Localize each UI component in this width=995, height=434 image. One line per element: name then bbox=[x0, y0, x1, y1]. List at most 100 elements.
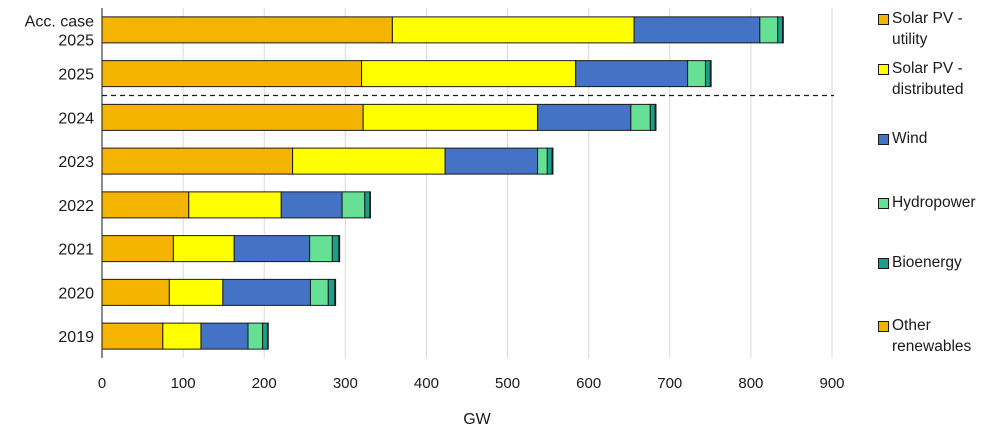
y-category-label-line: 2020 bbox=[58, 285, 94, 302]
y-category-label-line: 2023 bbox=[58, 154, 94, 171]
bar-segment bbox=[364, 191, 371, 219]
bar-segment bbox=[341, 191, 366, 219]
bar-segment bbox=[101, 60, 363, 88]
y-category-label: 2019 bbox=[58, 329, 94, 346]
legend-label: Solar PV - distributed bbox=[892, 58, 964, 100]
legend-label-line: Wind bbox=[892, 130, 928, 147]
bar-segment bbox=[327, 278, 336, 306]
bar-segment bbox=[649, 103, 656, 131]
legend-item: Hydropower bbox=[878, 192, 995, 213]
bar-segment bbox=[537, 147, 548, 175]
legend-swatch bbox=[878, 258, 889, 269]
legend-label-line: distributed bbox=[892, 81, 964, 98]
y-category-label: 2022 bbox=[58, 198, 94, 215]
bar-segment bbox=[101, 147, 294, 175]
bar-segment bbox=[101, 278, 170, 306]
bar-segment bbox=[334, 278, 337, 306]
bar-segment bbox=[222, 278, 311, 306]
legend-label-line: Other bbox=[892, 317, 931, 334]
bar-segment bbox=[188, 191, 282, 219]
bar-segment bbox=[575, 60, 689, 88]
legend-label-line: utility bbox=[892, 31, 928, 48]
bar-segment bbox=[362, 103, 539, 131]
legend-label: Bioenergy bbox=[892, 252, 962, 273]
legend-item: Other renewables bbox=[878, 315, 995, 357]
y-category-label-line: 2019 bbox=[58, 329, 94, 346]
x-tick-label: 0 bbox=[98, 375, 106, 392]
legend-item: Wind bbox=[878, 128, 995, 149]
bar-segment bbox=[172, 235, 235, 263]
bar-segment bbox=[262, 322, 268, 350]
bar-segment bbox=[168, 278, 224, 306]
y-category-label-line: 2022 bbox=[58, 198, 94, 215]
x-tick-label: 100 bbox=[171, 375, 196, 392]
legend-swatch bbox=[878, 321, 889, 332]
y-category-label-line: 2024 bbox=[58, 110, 94, 127]
bar-segment bbox=[280, 191, 343, 219]
legend-label: Solar PV - utility bbox=[892, 8, 963, 50]
bar-segment bbox=[331, 235, 340, 263]
x-tick-label: 600 bbox=[576, 375, 601, 392]
bar-segment bbox=[687, 60, 706, 88]
x-tick-label: 500 bbox=[495, 375, 520, 392]
y-category-label: 2021 bbox=[58, 242, 94, 259]
bar-segment bbox=[200, 322, 249, 350]
bar-segment bbox=[630, 103, 651, 131]
x-tick-label: 800 bbox=[738, 375, 763, 392]
bar-segment bbox=[101, 16, 393, 44]
bar-segment bbox=[709, 60, 712, 88]
axes: 0 100 200 300 400 500 600 700 800 900 Acc. case 202… bbox=[25, 8, 845, 392]
bar-segment bbox=[361, 60, 577, 88]
y-category-label-line: 2021 bbox=[58, 242, 94, 259]
bar-segment bbox=[309, 235, 333, 263]
legend: Solar PV - utility Solar PV - distributed Wi… bbox=[878, 0, 995, 434]
bar-segment bbox=[633, 16, 761, 44]
bar-segment bbox=[309, 278, 329, 306]
bar-segment bbox=[704, 60, 711, 88]
y-category-label: 2025 bbox=[58, 67, 94, 84]
x-tick-label: 400 bbox=[414, 375, 439, 392]
bar-segment bbox=[338, 235, 341, 263]
legend-label: Wind bbox=[892, 128, 927, 149]
x-tick-label: 700 bbox=[657, 375, 682, 392]
bar-segment bbox=[759, 16, 779, 44]
legend-item: Solar PV - distributed bbox=[878, 58, 995, 100]
legend-label: Hydropower bbox=[892, 192, 976, 213]
y-category-label-line: 2025 bbox=[58, 32, 94, 49]
y-category-label: 2023 bbox=[58, 154, 94, 171]
bar-segment bbox=[551, 147, 554, 175]
x-tick-label: 200 bbox=[252, 375, 277, 392]
legend-label-line: Solar PV - bbox=[892, 10, 963, 27]
bar-segment bbox=[247, 322, 264, 350]
bar-segment bbox=[537, 103, 632, 131]
bar-segment bbox=[292, 147, 446, 175]
bar-segment bbox=[266, 322, 269, 350]
x-tick-label: 900 bbox=[819, 375, 844, 392]
bar-segment bbox=[101, 191, 190, 219]
y-category-label: 2020 bbox=[58, 285, 94, 302]
bar-segment bbox=[444, 147, 539, 175]
y-category-label-line: Acc. case bbox=[25, 13, 94, 30]
bar-segment bbox=[101, 235, 174, 263]
bar-segment bbox=[162, 322, 202, 350]
y-category-label: 2024 bbox=[58, 110, 94, 127]
bar-segment bbox=[654, 103, 657, 131]
legend-label: Other renewables bbox=[892, 315, 971, 357]
legend-swatch bbox=[878, 64, 889, 75]
legend-swatch bbox=[878, 14, 889, 25]
bar-segment bbox=[782, 16, 784, 44]
legend-swatch bbox=[878, 198, 889, 209]
bar-segment bbox=[777, 16, 784, 44]
legend-item: Solar PV - utility bbox=[878, 8, 995, 50]
legend-label-line: Hydropower bbox=[892, 194, 976, 211]
x-tick-label: 300 bbox=[333, 375, 358, 392]
bar-segment bbox=[546, 147, 553, 175]
legend-swatch bbox=[878, 134, 889, 145]
bar-segment bbox=[369, 191, 371, 219]
legend-label-line: Solar PV - bbox=[892, 60, 963, 77]
y-category-label: Acc. case 2025 bbox=[25, 13, 94, 49]
bar-segment bbox=[101, 103, 364, 131]
bar-segment bbox=[101, 322, 164, 350]
y-category-label-line: 2025 bbox=[58, 67, 94, 84]
